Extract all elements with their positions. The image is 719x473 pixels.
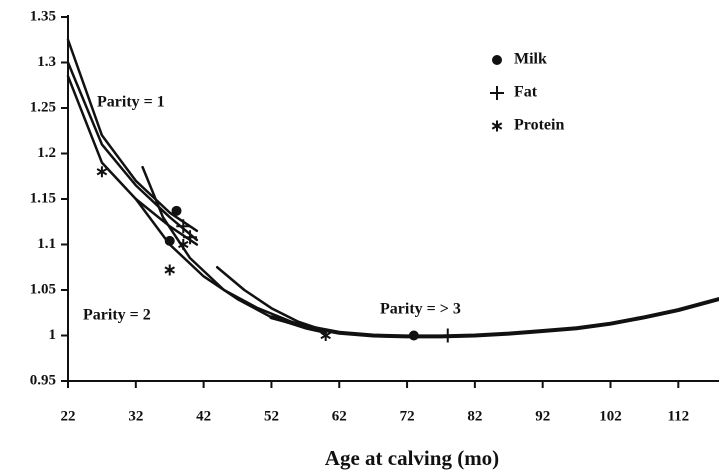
marker-plus [440,328,455,343]
y-tick-label: 1.3 [37,54,56,70]
marker-asterisk [178,239,189,250]
y-tick-label: 1.35 [30,8,56,24]
y-tick-label: 1.25 [30,99,56,115]
x-tick-label: 72 [400,408,415,424]
annotation: Parity = 1 [97,94,165,111]
marker-asterisk [320,330,331,341]
x-tick-label: 82 [467,408,482,424]
y-tick-label: 1.1 [37,236,56,252]
x-tick-label: 42 [196,408,211,424]
y-tick-label: 1 [49,327,57,343]
x-tick-label: 112 [667,408,689,424]
x-tick-label: 52 [264,408,279,424]
marker-circle [492,55,502,65]
y-tick-label: 1.05 [30,281,56,297]
x-tick-label: 92 [535,408,550,424]
legend-label: Protein [514,117,564,134]
fitted-curve [269,297,719,339]
y-tick-label: 1.15 [30,190,56,206]
x-axis-label: Age at calving (mo) [325,446,499,470]
marker-asterisk [164,264,175,276]
x-tick-label: 102 [599,408,622,424]
marker-plus [183,230,198,245]
marker-circle [171,205,182,216]
x-tick-label: 32 [128,408,143,424]
marker-asterisk [96,166,108,178]
marker-plus [176,219,191,234]
fitted-curve [66,38,199,233]
fitted-curve [66,61,199,242]
marker-circle [408,330,419,341]
y-tick-label: 0.95 [30,372,56,388]
marker-circle [164,235,175,246]
marker-plus [490,86,504,100]
legend-label: Milk [514,51,547,68]
y-tick-label: 1.2 [37,145,56,161]
x-tick-label: 62 [332,408,347,424]
x-tick-label: 22 [61,408,76,424]
legend-label: Fat [514,84,538,101]
marker-asterisk [491,120,503,132]
fitted-curve [215,266,327,333]
annotation: Parity = 2 [83,307,151,324]
fitted-curve [141,165,321,333]
annotation: Parity = > 3 [380,301,461,318]
